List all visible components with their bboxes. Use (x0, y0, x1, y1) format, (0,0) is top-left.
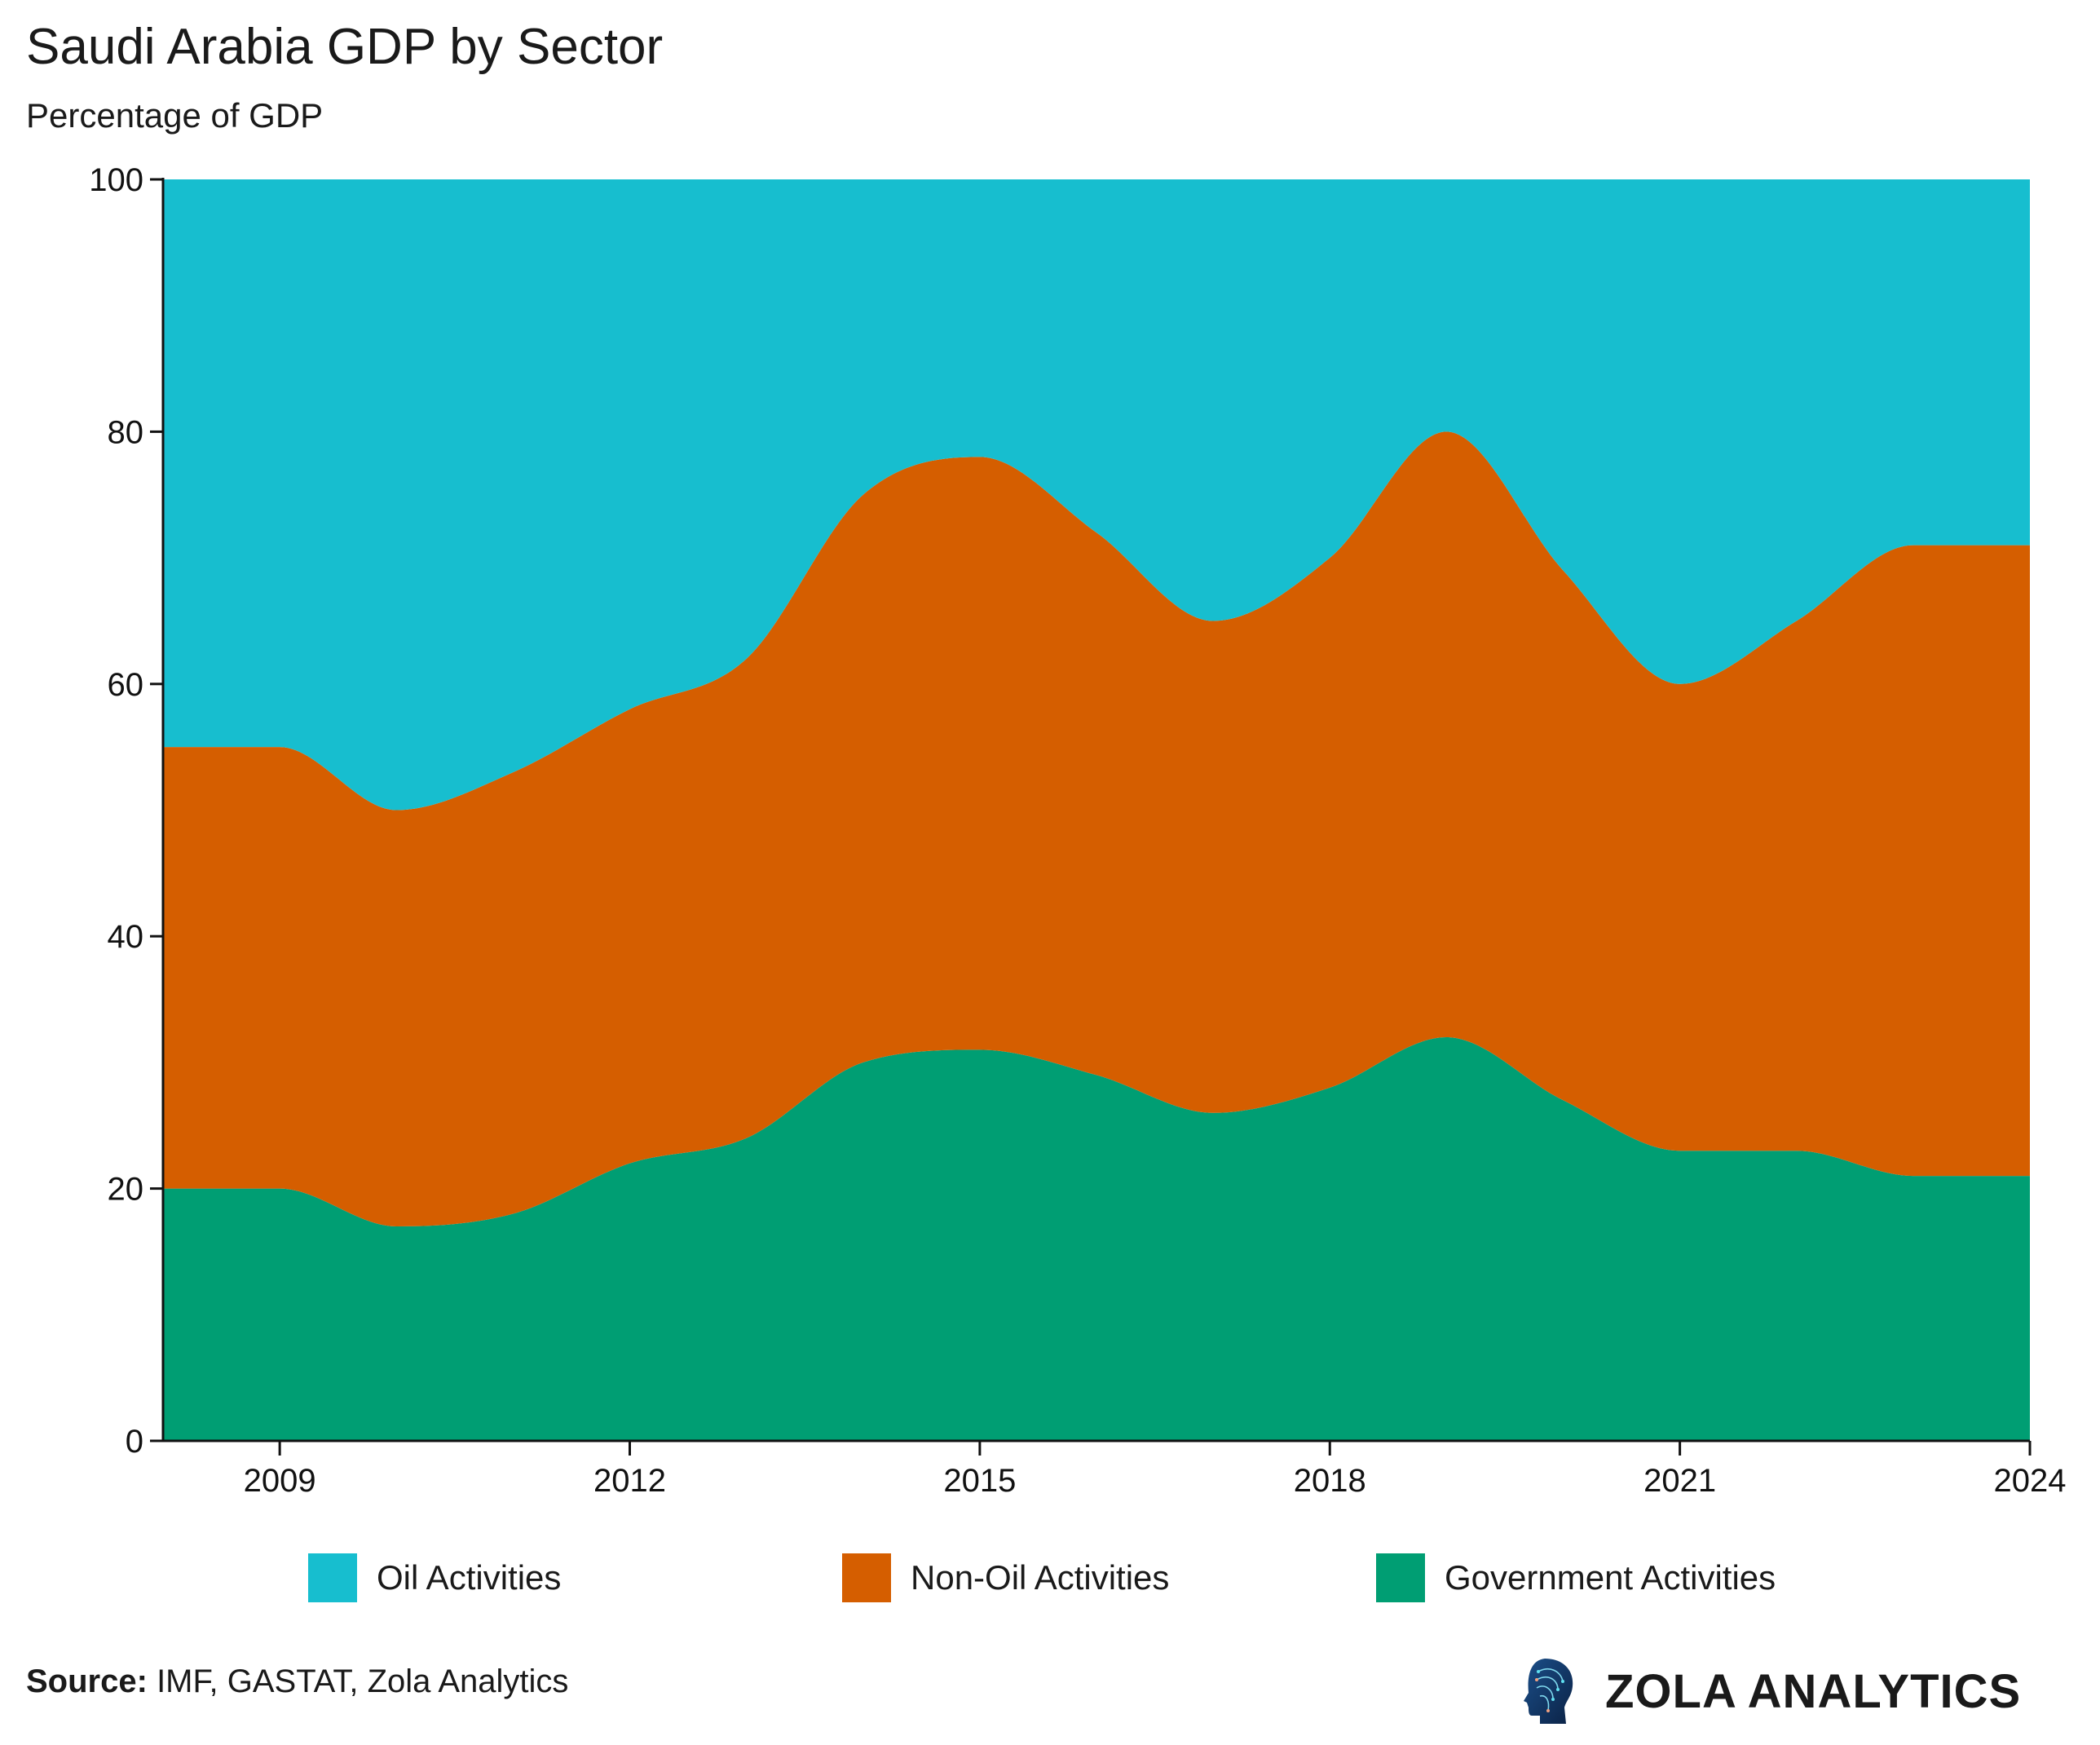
x-tick-label: 2021 (1643, 1463, 1716, 1499)
stacked-area-chart: 0 20 40 60 80 100 2009 2012 2015 2018 2021 2024 (89, 162, 2067, 1499)
x-tick-label: 2012 (593, 1463, 666, 1499)
area-government (163, 1036, 2030, 1441)
source-label: Source: (26, 1663, 148, 1699)
chart-subtitle: Percentage of GDP (26, 96, 324, 135)
x-tick-label: 2009 (244, 1463, 316, 1499)
legend-label-government: Government Activities (1445, 1558, 1776, 1597)
y-tick-label: 60 (108, 667, 144, 703)
chart-title: Saudi Arabia GDP by Sector (26, 19, 664, 75)
legend-item-oil: Oil Activities (308, 1553, 561, 1602)
legend-item-government: Government Activities (1376, 1553, 1776, 1602)
legend-label-non-oil: Non-Oil Activities (911, 1558, 1170, 1597)
y-tick-label: 0 (126, 1424, 143, 1460)
y-tick-label: 80 (108, 414, 144, 450)
legend-swatch-non-oil (842, 1553, 891, 1602)
legend-swatch-oil (308, 1553, 357, 1602)
x-tick-label: 2015 (943, 1463, 1016, 1499)
area-non-oil (163, 431, 2030, 1227)
y-tick-label: 100 (89, 162, 143, 198)
area-oil (163, 179, 2030, 811)
y-tick-label: 40 (108, 919, 144, 955)
legend-item-non-oil: Non-Oil Activities (842, 1553, 1169, 1602)
source-text: IMF, GASTAT, Zola Analytics (157, 1663, 569, 1699)
brain-head-logo-icon (1524, 1659, 1573, 1724)
y-tick-label: 20 (108, 1172, 144, 1208)
logo-text: ZOLA ANALYTICS (1605, 1664, 2022, 1718)
legend-label-oil: Oil Activities (377, 1558, 562, 1597)
legend-swatch-government (1376, 1553, 1425, 1602)
logo: ZOLA ANALYTICS (1520, 1657, 2021, 1725)
source-note: Source: IMF, GASTAT, Zola Analytics (26, 1663, 568, 1700)
x-tick-label: 2024 (1994, 1463, 2067, 1499)
x-tick-label: 2018 (1294, 1463, 1366, 1499)
